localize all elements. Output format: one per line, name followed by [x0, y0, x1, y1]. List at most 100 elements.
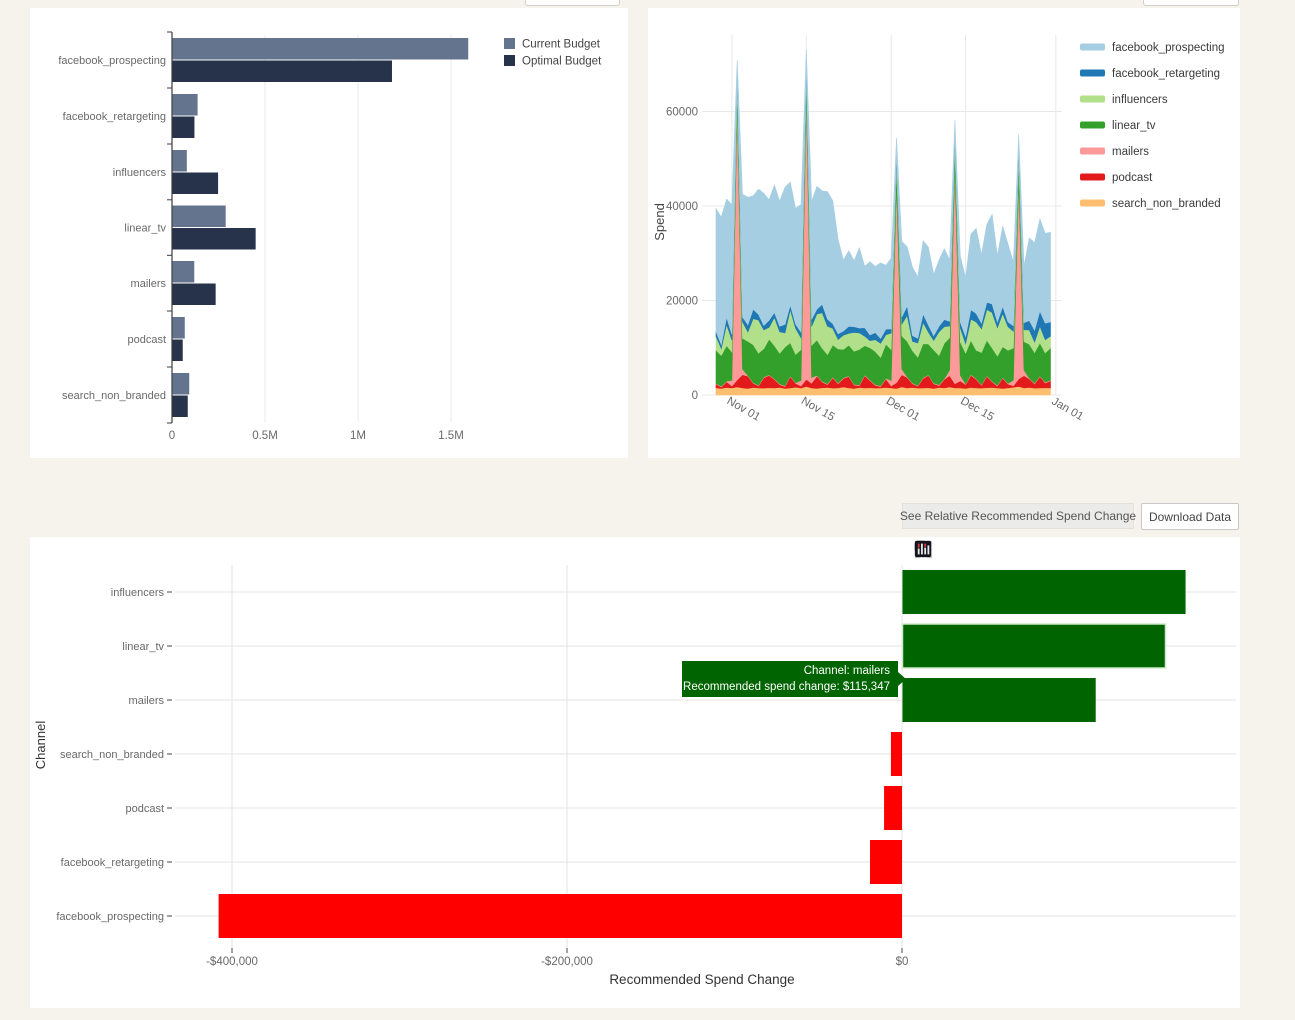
y-tick-label: 40000 — [666, 201, 698, 213]
tooltip-channel-line: Channel: mailers — [803, 665, 890, 677]
see-relative-spend-change-button[interactable]: See Relative Recommended Spend Change — [900, 503, 1136, 529]
hover-tooltip: Channel: mailers Recommended spend chang… — [682, 661, 906, 697]
bar-current-influencers[interactable] — [172, 150, 187, 172]
legend-marker-mailers[interactable] — [1080, 147, 1105, 155]
category-label: facebook_prospecting — [56, 911, 164, 923]
legend-marker-influencers[interactable] — [1080, 95, 1105, 103]
bar-current-facebook_prospecting[interactable] — [172, 38, 469, 60]
legend-label[interactable]: Optimal Budget — [522, 56, 602, 68]
legend-marker-facebook_prospecting[interactable] — [1080, 43, 1105, 51]
spend-stacked-area-chart: 0 20000 40000 60000 Nov 01 Nov 15 Dec 01 Dec 15… — [652, 35, 1225, 424]
legend-label[interactable]: mailers — [1112, 146, 1149, 158]
area-facebook_prospecting[interactable] — [715, 49, 1051, 346]
y-tick-label: 20000 — [666, 296, 698, 308]
category-label: podcast — [125, 803, 164, 815]
x-tick-label: Nov 01 — [725, 395, 763, 424]
tooltip-arrow — [898, 672, 906, 686]
bar-facebook_prospecting[interactable] — [218, 894, 903, 938]
bar-optimal-podcast[interactable] — [172, 339, 183, 362]
category-label: influencers — [111, 587, 165, 599]
legend-label[interactable]: Current Budget — [522, 39, 601, 51]
bar-facebook_retargeting[interactable] — [870, 840, 902, 884]
current-vs-optimal-budget-chart: facebook_prospecting facebook_retargeting… — [58, 31, 602, 442]
hover-compare-icon[interactable] — [915, 540, 1203, 561]
plotly-logo-icon[interactable] — [914, 540, 1235, 561]
legend-label[interactable]: search_non_branded — [1112, 198, 1221, 210]
plotly-modebar — [914, 540, 1235, 561]
cut-off-button-right-card[interactable] — [1143, 0, 1239, 6]
x-tick-label: 1.5M — [438, 430, 464, 442]
bar-podcast[interactable] — [884, 786, 902, 830]
bar-influencers[interactable] — [902, 570, 1186, 614]
download-data-button[interactable]: Download Data — [1141, 503, 1239, 530]
bar-search_non_branded[interactable] — [890, 732, 902, 776]
budget-comparison-card: facebook_prospecting facebook_retargeting… — [30, 8, 628, 458]
bar-linear_tv[interactable] — [901, 623, 1167, 669]
category-label: mailers — [131, 278, 167, 290]
bar-optimal-search_non_branded[interactable] — [172, 395, 188, 418]
zoom-in-icon[interactable] — [914, 540, 1079, 561]
x-tick-label: 1M — [350, 430, 366, 442]
x-tick-label: 0 — [169, 430, 175, 442]
bar-optimal-facebook_prospecting[interactable] — [172, 60, 392, 83]
legend-marker-optimal[interactable] — [504, 55, 515, 66]
x-tick-label: Dec 15 — [958, 395, 996, 424]
legend-label[interactable]: influencers — [1112, 94, 1168, 106]
category-label: facebook_retargeting — [63, 111, 166, 123]
lasso-icon[interactable] — [915, 540, 1047, 561]
reset-home-icon[interactable] — [915, 540, 1148, 561]
x-tick-label: -$400,000 — [206, 956, 258, 968]
category-label: search_non_branded — [60, 749, 164, 761]
legend-label[interactable]: linear_tv — [1112, 120, 1156, 132]
hover-closest-icon[interactable] — [915, 540, 1180, 561]
x-tick-label: Dec 01 — [884, 395, 922, 424]
x-tick-label: Jan 01 — [1049, 396, 1085, 424]
y-tick-label: 0 — [692, 390, 698, 402]
legend-label[interactable]: facebook_retargeting — [1112, 68, 1220, 80]
pan-icon[interactable] — [914, 540, 1001, 561]
legend-marker-podcast[interactable] — [1080, 173, 1105, 181]
category-label: search_non_branded — [62, 390, 166, 402]
x-tick-label: Nov 15 — [799, 395, 837, 424]
bar-current-search_non_branded[interactable] — [172, 373, 190, 395]
spend-over-time-card: 0 20000 40000 60000 Nov 01 Nov 15 Dec 01 Dec 15… — [648, 8, 1240, 458]
category-label: mailers — [129, 695, 165, 707]
bar-current-mailers[interactable] — [172, 261, 195, 283]
legend-label[interactable]: facebook_prospecting — [1112, 42, 1225, 54]
bar-optimal-linear_tv[interactable] — [172, 228, 256, 250]
autoscale-icon[interactable] — [914, 540, 1125, 561]
legend-marker-search_non_branded[interactable] — [1080, 199, 1105, 207]
legend-marker-current[interactable] — [504, 38, 515, 49]
box-select-icon[interactable] — [915, 540, 1024, 561]
bar-optimal-mailers[interactable] — [172, 283, 216, 306]
cut-off-button-left-card[interactable] — [525, 0, 620, 6]
bar-current-facebook_retargeting[interactable] — [172, 94, 198, 116]
bar-optimal-influencers[interactable] — [172, 172, 219, 195]
zoom-out-icon[interactable] — [914, 540, 1102, 561]
category-label: podcast — [127, 334, 166, 346]
x-axis-title: Recommended Spend Change — [609, 972, 794, 987]
category-label: linear_tv — [124, 223, 166, 235]
legend-label[interactable]: podcast — [1112, 172, 1153, 184]
tooltip-value-line: Recommended spend change: $115,347 — [683, 681, 890, 693]
category-label: facebook_retargeting — [61, 857, 164, 869]
x-tick-label: $0 — [896, 956, 909, 968]
bar-current-podcast[interactable] — [172, 317, 185, 339]
bar-mailers[interactable] — [902, 678, 1096, 722]
zoom-icon[interactable] — [914, 540, 978, 561]
legend-marker-linear_tv[interactable] — [1080, 121, 1105, 129]
category-label: linear_tv — [122, 641, 164, 653]
y-tick-label: 60000 — [666, 107, 698, 119]
category-label: facebook_prospecting — [58, 55, 166, 67]
category-label: influencers — [113, 167, 167, 179]
bar-optimal-facebook_retargeting[interactable] — [172, 116, 195, 139]
x-tick-label: 0.5M — [252, 430, 278, 442]
legend-marker-facebook_retargeting[interactable] — [1080, 69, 1105, 77]
y-axis-title: Spend — [652, 203, 667, 241]
bar-current-linear_tv[interactable] — [172, 205, 226, 228]
x-tick-label: -$200,000 — [541, 956, 593, 968]
y-axis-title: Channel — [33, 721, 48, 770]
